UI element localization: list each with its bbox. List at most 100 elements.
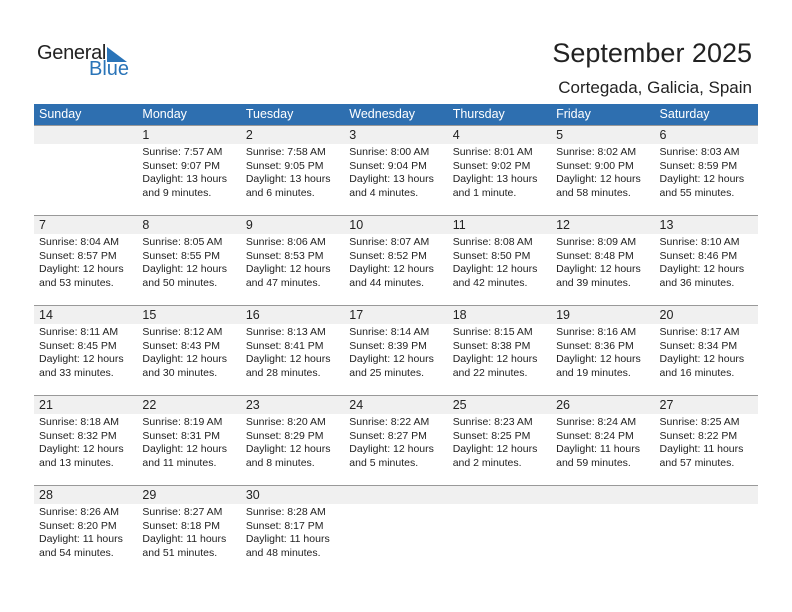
- sunrise-text: Sunrise: 8:20 AM: [245, 416, 326, 428]
- sunrise-text: Sunrise: 8:08 AM: [452, 236, 533, 248]
- page-title: September 2025: [552, 38, 752, 68]
- empty-cell: [448, 486, 551, 575]
- day-info: Sunrise: 8:24 AM Sunset: 8:24 PM Daylight:…: [556, 414, 654, 470]
- week-row: 28 Sunrise: 8:26 AM Sunset: 8:20 PM Dayligh…: [34, 485, 758, 575]
- calendar-grid: Sunday Monday Tuesday Wednesday Thursday Frid…: [34, 104, 758, 575]
- daylight-text: and 4 minutes.: [349, 186, 419, 199]
- sunset-text: Sunset: 9:04 PM: [349, 159, 427, 172]
- daylight-text: and 11 minutes.: [142, 456, 217, 469]
- logo-text-general: General: [37, 42, 107, 64]
- sunset-text: Sunset: 9:07 PM: [142, 159, 221, 172]
- daylight-text: and 42 minutes.: [452, 276, 528, 289]
- day-cell: 4 Sunrise: 8:01 AM Sunset: 9:02 PM Daylight…: [448, 126, 551, 215]
- day-cell: 7 Sunrise: 8:04 AM Sunset: 8:57 PM Daylight…: [34, 216, 137, 305]
- empty-cell: [655, 486, 758, 575]
- sunrise-text: Sunrise: 8:26 AM: [39, 506, 119, 518]
- weekday-sunday: Sunday: [39, 107, 82, 121]
- day-info: Sunrise: 8:08 AM Sunset: 8:50 PM Daylight:…: [453, 234, 551, 290]
- sunrise-text: Sunrise: 8:23 AM: [452, 416, 533, 428]
- daylight-text: and 54 minutes.: [39, 546, 114, 559]
- day-number: 2: [245, 128, 253, 142]
- day-info: Sunrise: 8:22 AM Sunset: 8:27 PM Daylight:…: [349, 414, 447, 470]
- day-number: 7: [39, 218, 46, 232]
- daylight-text: Daylight: 12 hours: [349, 353, 434, 365]
- sunrise-text: Sunrise: 8:28 AM: [245, 506, 326, 518]
- sunset-text: Sunset: 8:45 PM: [39, 339, 117, 352]
- day-cell: 26 Sunrise: 8:24 AM Sunset: 8:24 PM Dayligh…: [551, 396, 654, 485]
- sunrise-text: Sunrise: 8:07 AM: [349, 236, 430, 248]
- sunrise-text: Sunrise: 8:10 AM: [659, 236, 740, 248]
- daylight-text: Daylight: 11 hours: [142, 533, 227, 545]
- daylight-text: Daylight: 11 hours: [659, 443, 744, 455]
- daylight-text: Daylight: 12 hours: [39, 443, 124, 455]
- sunset-text: Sunset: 9:02 PM: [452, 159, 531, 172]
- day-number: 15: [142, 308, 157, 322]
- daylight-text: Daylight: 12 hours: [659, 173, 745, 185]
- day-cell: 14 Sunrise: 8:11 AM Sunset: 8:45 PM Dayligh…: [34, 306, 137, 395]
- daylight-text: and 8 minutes.: [245, 456, 315, 469]
- day-cell: 10 Sunrise: 8:07 AM Sunset: 8:52 PM Dayligh…: [344, 216, 447, 305]
- sunrise-text: Sunrise: 8:24 AM: [556, 416, 637, 428]
- daylight-text: Daylight: 12 hours: [39, 263, 124, 275]
- day-cell: 19 Sunrise: 8:16 AM Sunset: 8:36 PM Dayligh…: [551, 306, 654, 395]
- daylight-text: and 51 minutes.: [142, 546, 218, 559]
- daylight-text: Daylight: 13 hours: [142, 173, 228, 185]
- sunset-text: Sunset: 8:43 PM: [142, 339, 221, 352]
- daylight-text: Daylight: 12 hours: [556, 263, 641, 275]
- day-info: Sunrise: 8:02 AM Sunset: 9:00 PM Daylight:…: [556, 144, 654, 200]
- general-blue-logo: General Blue: [37, 42, 137, 82]
- weekday-saturday: Saturday: [659, 107, 710, 121]
- sunrise-text: Sunrise: 8:05 AM: [142, 236, 223, 248]
- day-info: Sunrise: 8:03 AM Sunset: 8:59 PM Daylight:…: [660, 144, 758, 200]
- daylight-text: and 28 minutes.: [245, 366, 321, 379]
- day-info: Sunrise: 8:26 AM Sunset: 8:20 PM Daylight:…: [39, 504, 137, 560]
- day-info: Sunrise: 8:01 AM Sunset: 9:02 PM Daylight:…: [453, 144, 551, 200]
- daylight-text: and 16 minutes.: [659, 366, 735, 379]
- daylight-text: Daylight: 12 hours: [142, 353, 228, 365]
- sunset-text: Sunset: 8:55 PM: [142, 249, 221, 262]
- sunrise-text: Sunrise: 8:22 AM: [349, 416, 430, 428]
- sunrise-text: Sunrise: 8:19 AM: [142, 416, 223, 428]
- day-info: Sunrise: 8:25 AM Sunset: 8:22 PM Daylight:…: [660, 414, 758, 470]
- daylight-text: and 13 minutes.: [39, 456, 114, 469]
- day-number: 24: [349, 398, 364, 412]
- day-info: Sunrise: 8:19 AM Sunset: 8:31 PM Daylight:…: [142, 414, 240, 470]
- sunrise-text: Sunrise: 8:03 AM: [659, 146, 740, 158]
- day-info: Sunrise: 8:07 AM Sunset: 8:52 PM Daylight:…: [349, 234, 447, 290]
- day-cell: 9 Sunrise: 8:06 AM Sunset: 8:53 PM Daylight…: [241, 216, 344, 305]
- sunset-text: Sunset: 8:34 PM: [659, 339, 738, 352]
- sunrise-text: Sunrise: 7:58 AM: [245, 146, 326, 158]
- day-number: 26: [556, 398, 571, 412]
- daylight-text: Daylight: 11 hours: [245, 533, 330, 545]
- sunset-text: Sunset: 9:00 PM: [556, 159, 634, 172]
- daylight-text: and 55 minutes.: [659, 186, 735, 199]
- sunset-text: Sunset: 8:52 PM: [349, 249, 427, 262]
- daylight-text: Daylight: 12 hours: [349, 443, 434, 455]
- sunset-text: Sunset: 8:17 PM: [245, 519, 324, 532]
- day-info: Sunrise: 8:13 AM Sunset: 8:41 PM Daylight:…: [246, 324, 344, 380]
- daylight-text: and 39 minutes.: [556, 276, 631, 289]
- day-number: 29: [142, 488, 157, 502]
- day-cell: 13 Sunrise: 8:10 AM Sunset: 8:46 PM Dayligh…: [655, 216, 758, 305]
- day-cell: 12 Sunrise: 8:09 AM Sunset: 8:48 PM Dayligh…: [551, 216, 654, 305]
- sunset-text: Sunset: 8:57 PM: [39, 249, 117, 262]
- daylight-text: Daylight: 12 hours: [142, 443, 228, 455]
- day-cell: 22 Sunrise: 8:19 AM Sunset: 8:31 PM Dayligh…: [137, 396, 240, 485]
- day-cell: 18 Sunrise: 8:15 AM Sunset: 8:38 PM Dayligh…: [448, 306, 551, 395]
- day-number: 12: [556, 218, 571, 232]
- sunset-text: Sunset: 8:32 PM: [39, 429, 117, 442]
- day-number: 13: [659, 218, 674, 232]
- sunrise-text: Sunrise: 8:17 AM: [659, 326, 740, 338]
- daylight-text: and 2 minutes.: [452, 456, 522, 469]
- day-info: Sunrise: 8:06 AM Sunset: 8:53 PM Daylight:…: [246, 234, 344, 290]
- day-number: 27: [659, 398, 674, 412]
- sunrise-text: Sunrise: 8:15 AM: [452, 326, 533, 338]
- day-info: Sunrise: 8:27 AM Sunset: 8:18 PM Daylight:…: [142, 504, 240, 560]
- sunset-text: Sunset: 8:48 PM: [556, 249, 634, 262]
- day-number: 16: [245, 308, 260, 322]
- daylight-text: Daylight: 12 hours: [659, 263, 745, 275]
- day-number: 22: [142, 398, 157, 412]
- daylight-text: Daylight: 12 hours: [452, 353, 538, 365]
- daylight-text: and 30 minutes.: [142, 366, 218, 379]
- day-info: Sunrise: 8:17 AM Sunset: 8:34 PM Daylight:…: [660, 324, 758, 380]
